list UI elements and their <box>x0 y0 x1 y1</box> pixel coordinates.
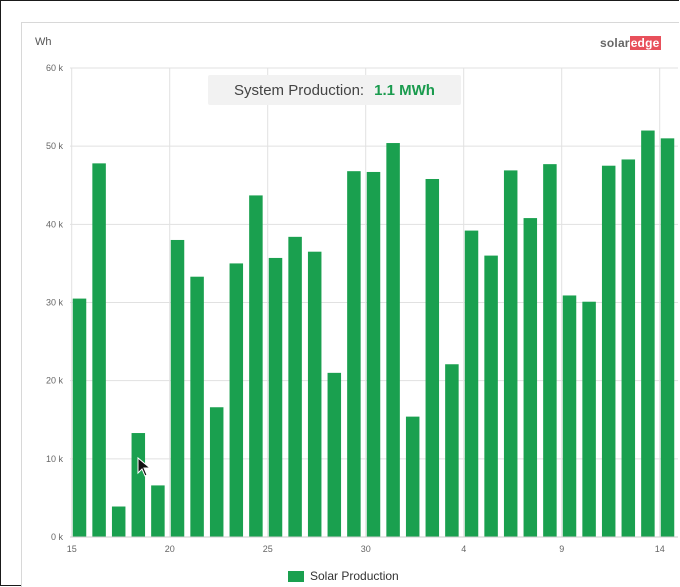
chart-bar <box>170 239 185 537</box>
chart-bar <box>347 171 361 537</box>
mouse-cursor-icon <box>137 456 152 477</box>
chart-bar <box>464 230 479 537</box>
x-tick-label: 30 <box>361 544 371 554</box>
chart-legend[interactable]: Solar Production <box>288 569 399 583</box>
brand-logo-part2: edge <box>629 36 661 50</box>
x-tick-label: 4 <box>461 544 466 554</box>
x-tick-label: 9 <box>559 544 564 554</box>
chart-bar <box>72 298 87 537</box>
legend-swatch <box>288 570 304 582</box>
chart-bar <box>425 178 440 537</box>
chart-bar <box>386 143 400 538</box>
chart-bar <box>209 407 224 537</box>
y-tick-label: 20 k <box>46 376 64 386</box>
chart-bar <box>660 138 675 537</box>
chart-bar <box>543 164 557 537</box>
x-tick-label: 14 <box>655 544 665 554</box>
y-tick-label: 30 k <box>46 298 64 308</box>
chart-bar <box>307 251 322 538</box>
chart-bar <box>445 364 459 537</box>
x-tick-label: 20 <box>165 544 175 554</box>
chart-bar <box>503 170 518 538</box>
chart-bar <box>111 506 126 537</box>
brand-logo: solaredge <box>600 36 661 50</box>
y-tick-label: 10 k <box>46 454 64 464</box>
chart-bar <box>327 372 342 537</box>
chart-bar <box>288 236 302 537</box>
legend-series-label: Solar Production <box>310 569 399 583</box>
chart-bar <box>621 159 636 537</box>
chart-bar <box>405 416 420 537</box>
chart-bar <box>366 171 381 537</box>
chart-bar <box>523 218 538 537</box>
chart-bar <box>229 263 244 537</box>
x-tick-label: 15 <box>67 544 77 554</box>
chart-bar <box>131 433 146 537</box>
tooltip-label: System Production: <box>234 81 365 99</box>
y-tick-label: 60 k <box>46 63 64 73</box>
y-tick-label: 0 k <box>51 532 64 542</box>
chart-bar <box>582 301 596 537</box>
chart-bar <box>92 163 106 537</box>
chart-bar <box>249 195 263 537</box>
chart-bar <box>601 165 616 538</box>
chart-bar <box>151 485 165 537</box>
production-tooltip: System Production: 1.1 MWh <box>208 75 461 105</box>
chart-bar <box>641 130 655 538</box>
brand-logo-part1: solar <box>600 36 630 50</box>
tooltip-value: 1.1 MWh <box>374 81 435 99</box>
y-tick-label: 40 k <box>46 219 64 229</box>
y-tick-label: 50 k <box>46 141 64 151</box>
y-axis-unit-label: Wh <box>35 36 52 48</box>
chart-bar <box>268 257 283 537</box>
chart-bar <box>190 276 204 537</box>
chart-bar <box>562 295 577 537</box>
chart-bar <box>484 255 498 537</box>
x-tick-label: 25 <box>263 544 273 554</box>
